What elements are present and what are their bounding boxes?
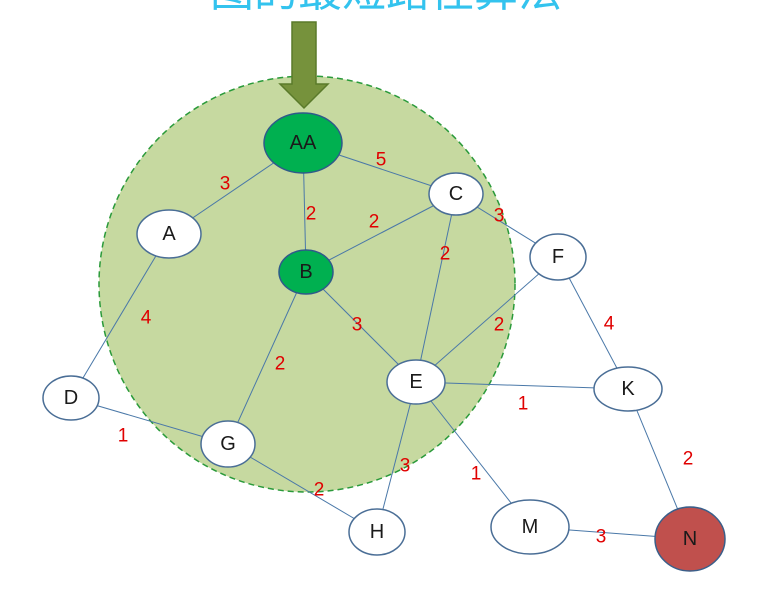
node-f-label: F [552,246,564,268]
node-n-label: N [683,528,697,550]
node-b-shape [278,249,334,295]
edge-weight-m-n: 3 [596,527,607,548]
node-c: C [428,172,484,216]
node-h-label: H [370,521,384,543]
edge-b-c [305,193,457,273]
node-m: M [490,499,570,555]
node-g: G [200,420,256,468]
node-a-label: A [162,223,176,245]
edge-weight-b-g: 2 [275,354,286,375]
node-c-label: C [449,183,463,205]
edge-weight-aa-c: 5 [376,150,387,171]
node-aa-shape [263,112,343,174]
node-d-shape [42,375,100,421]
node-k: K [593,366,663,412]
node-m-shape [490,499,570,555]
edge-weight-e-m: 1 [471,464,482,485]
edge-weight-b-c: 2 [369,212,380,233]
node-h-shape [348,508,406,556]
node-a-shape [136,209,202,259]
edge-weight-g-h: 2 [314,480,325,501]
node-aa-label: AA [290,132,317,154]
node-aa: AA [263,112,343,174]
edge-weight-b-e: 3 [352,315,363,336]
edge-e-k [415,381,629,390]
node-c-shape [428,172,484,216]
node-e: E [386,359,446,405]
edge-weights-layer: 3 5 2 2 3 2 3 2 4 2 4 1 1 2 3 1 2 3 [118,150,694,548]
node-f: F [529,233,587,281]
node-n-shape [654,506,726,572]
edge-g-h [227,443,378,533]
edge-b-g [227,271,307,445]
edge-weight-a-d: 4 [141,308,152,329]
node-g-label: G [220,433,236,455]
edge-a-d [70,233,170,399]
node-h: H [348,508,406,556]
node-f-shape [529,233,587,281]
node-a: A [136,209,202,259]
edge-weight-aa-a: 3 [220,174,231,195]
node-k-label: K [621,378,635,400]
edge-f-k [557,256,629,390]
edge-weight-d-g: 1 [118,426,129,447]
edge-weight-e-k: 1 [518,394,529,415]
edge-weight-c-f: 3 [494,206,505,227]
edge-weight-k-n: 2 [683,449,694,470]
edge-weight-f-e: 2 [494,315,505,336]
diagram-title: 图的最短路径算法 [210,0,562,16]
node-m-label: M [522,516,539,538]
edge-weight-e-h: 3 [400,456,411,477]
node-g-shape [200,420,256,468]
edge-b-e [305,271,417,383]
edge-e-h [376,381,417,533]
edge-weight-f-k: 4 [604,314,615,335]
node-n: N [654,506,726,572]
node-e-label: E [409,371,422,393]
edge-weight-aa-b: 2 [306,204,317,225]
edge-c-e [415,193,457,383]
node-d-label: D [64,387,78,409]
edge-weight-c-e: 2 [440,244,451,265]
node-b: B [278,249,334,295]
node-d: D [42,375,100,421]
node-e-shape [386,359,446,405]
node-b-label: B [299,261,312,283]
node-k-shape [593,366,663,412]
down-arrow-icon [278,21,330,110]
edge-f-e [415,256,559,383]
